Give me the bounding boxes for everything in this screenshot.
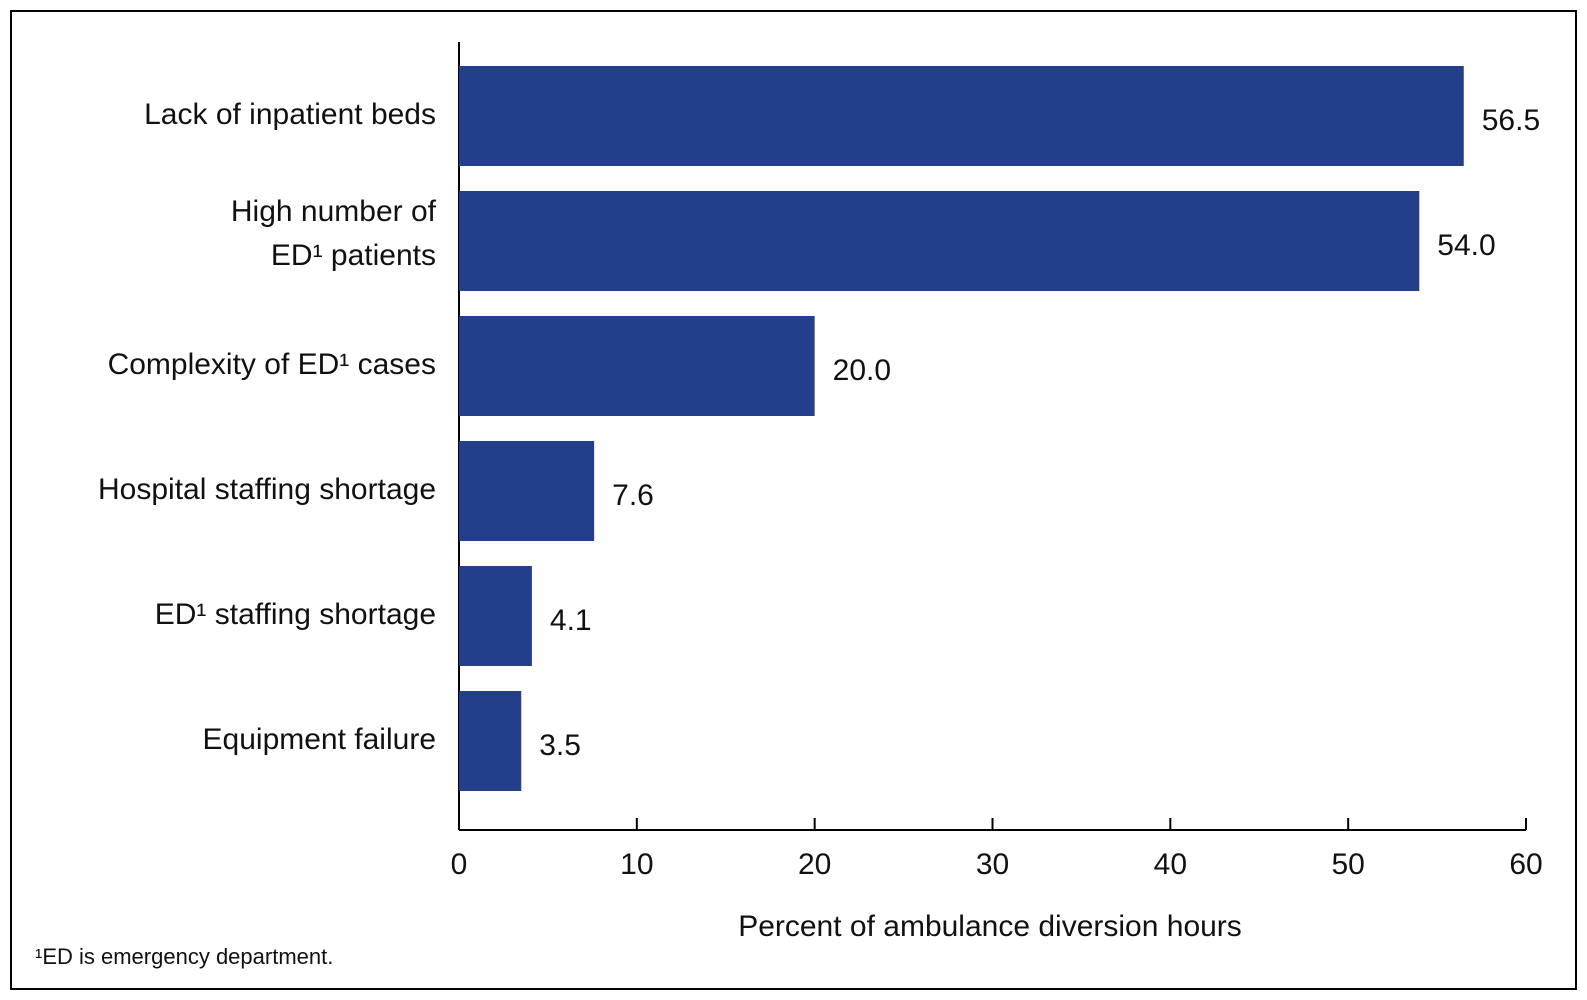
frame xyxy=(10,10,1577,990)
bar xyxy=(459,566,532,666)
value-label: 3.5 xyxy=(539,729,581,762)
y-tick-label: Lack of inpatient beds xyxy=(144,98,436,131)
y-tick-label: High number of xyxy=(231,195,437,228)
x-tick-label: 0 xyxy=(451,848,468,881)
x-tick-label: 60 xyxy=(1509,848,1542,881)
value-label: 54.0 xyxy=(1437,229,1495,262)
y-tick-label: Equipment failure xyxy=(203,723,436,756)
value-label: 4.1 xyxy=(550,604,592,637)
x-tick-label: 20 xyxy=(798,848,831,881)
x-tick-label: 50 xyxy=(1331,848,1364,881)
x-tick-label: 30 xyxy=(976,848,1009,881)
x-tick-label: 10 xyxy=(620,848,653,881)
x-tick-label: 40 xyxy=(1154,848,1187,881)
bar xyxy=(459,191,1420,291)
bar xyxy=(459,316,815,416)
bar xyxy=(459,441,595,541)
bar xyxy=(459,691,522,791)
value-label: 20.0 xyxy=(833,354,891,387)
bar xyxy=(459,66,1464,166)
y-tick-label: ED¹ patients xyxy=(271,239,436,272)
y-tick-label: Hospital staffing shortage xyxy=(98,473,436,506)
x-axis-label: Percent of ambulance diversion hours xyxy=(738,910,1242,943)
y-tick-label: Complexity of ED¹ cases xyxy=(108,348,436,381)
y-tick-label: ED¹ staffing shortage xyxy=(155,598,436,631)
value-label: 56.5 xyxy=(1482,104,1540,137)
value-label: 7.6 xyxy=(612,479,654,512)
footnote: ¹ED is emergency department. xyxy=(35,944,333,969)
